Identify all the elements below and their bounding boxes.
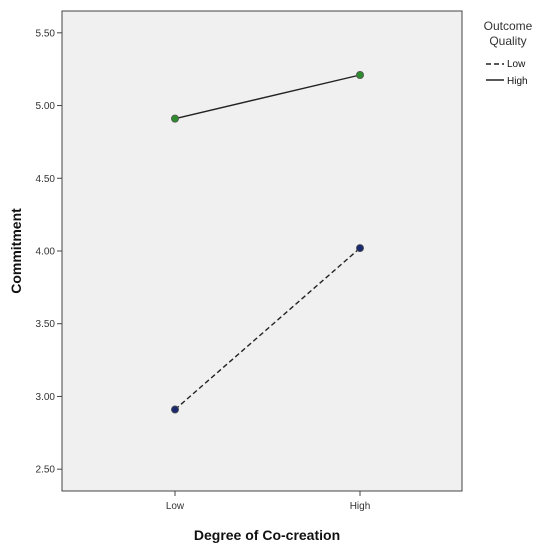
x-tick-label: Low — [166, 501, 185, 512]
data-point-low-high — [355, 244, 364, 253]
y-tick-label: 3.00 — [36, 392, 56, 403]
x-axis-title: Degree of Co-creation — [194, 527, 340, 543]
legend-title-line1: Outcome — [484, 19, 533, 33]
y-tick-label: 2.50 — [36, 465, 56, 476]
series-layer — [170, 71, 364, 414]
series-line-high — [174, 74, 361, 120]
data-point-low-low — [170, 405, 179, 414]
y-tick-label: 4.00 — [36, 247, 56, 258]
y-axis-title: Commitment — [8, 208, 24, 294]
y-tick-label: 3.50 — [36, 319, 56, 330]
data-point-high-high — [355, 71, 364, 80]
y-tick-label: 5.50 — [36, 28, 56, 39]
legend-label-high: High — [507, 76, 528, 87]
y-tick-label: 4.50 — [36, 174, 56, 185]
legend: Outcome Quality Low High — [484, 19, 533, 87]
x-axis: Low High — [166, 491, 370, 512]
y-tick-label: 5.00 — [36, 101, 56, 112]
legend-title-line2: Quality — [489, 34, 526, 48]
legend-label-low: Low — [507, 59, 526, 70]
y-axis: 2.50 3.00 3.50 4.00 4.50 5.00 5.50 — [36, 28, 62, 476]
series-line-low — [174, 247, 361, 411]
x-tick-label: High — [350, 501, 371, 512]
plot-area — [61, 10, 463, 492]
data-point-high-low — [170, 114, 179, 123]
